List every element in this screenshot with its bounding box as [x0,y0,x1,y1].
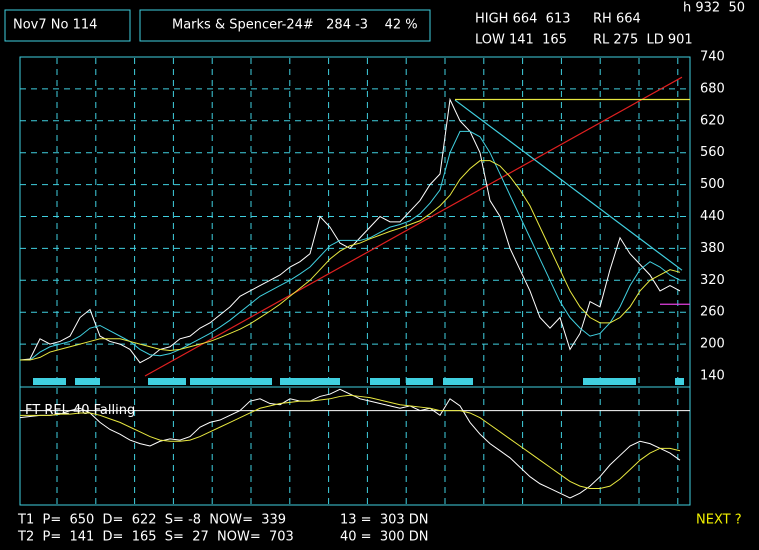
footer-text: 13 = 303 DN [340,513,429,528]
signal [675,378,684,385]
signal [75,378,100,385]
header-text: RL 275 LD 901 [593,33,693,48]
signal [148,378,186,385]
trend-line [144,76,683,377]
footer-text: 40 = 300 DN [340,530,429,545]
panel-title: FT REL 40 Falling [25,403,135,418]
y-tick-label: 620 [700,113,725,128]
y-tick-label: 560 [700,145,725,160]
header-text: LOW 141 165 [475,33,567,48]
frame [19,56,691,506]
footer-text: T1 P= 650 D= 622 S= -8 NOW= 339 [17,513,286,528]
series-line [20,394,681,489]
signal [280,378,340,385]
y-tick-label: 680 [700,81,725,96]
info-box [139,9,431,42]
next-prompt[interactable]: NEXT ? [696,513,742,528]
header-text: Nov7 No 114 [13,18,97,33]
series-line [20,160,681,361]
y-tick-label: 200 [700,337,725,352]
y-tick-label: 500 [700,177,725,192]
trend-line [454,99,683,271]
footer-text: T2 P= 141 D= 165 S= 27 NOW= 703 [17,530,294,545]
signal [406,378,433,385]
series-line [19,97,681,364]
signal [583,378,636,385]
y-tick-label: 140 [700,369,725,384]
y-tick-label: 260 [700,305,725,320]
header-text: h 932 50 [683,1,745,16]
signal-strip [33,378,684,385]
signal [33,378,66,385]
y-tick-label: 380 [700,241,725,256]
header-text: HIGH 664 613 [475,12,570,27]
signal [443,378,473,385]
header-text: Marks & Spencer-24# 284 -3 42 % [172,18,418,33]
y-tick-label: 320 [700,273,725,288]
y-tick-label: 740 [700,50,725,65]
signal [370,378,400,385]
y-tick-label: 440 [700,209,725,224]
signal [190,378,272,385]
header-text: RH 664 [593,12,641,27]
series-line [19,388,681,499]
info-box [4,9,131,42]
